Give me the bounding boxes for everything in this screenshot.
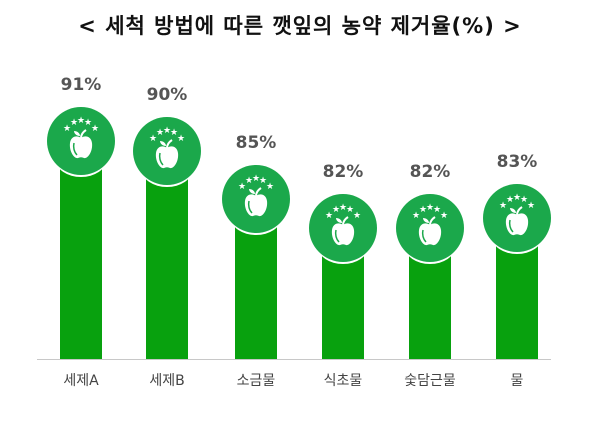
svg-text:★: ★	[177, 134, 185, 144]
svg-text:★: ★	[91, 124, 99, 134]
bar-5	[405, 230, 455, 359]
svg-text:★: ★	[259, 176, 267, 186]
apple-badge: ★ ★ ★ ★ ★	[309, 194, 377, 262]
svg-text:★: ★	[332, 205, 340, 215]
apple-badge: ★ ★ ★ ★ ★	[396, 194, 464, 262]
svg-text:★: ★	[506, 195, 514, 205]
apple-badge: ★ ★ ★ ★ ★	[47, 107, 115, 175]
svg-text:★: ★	[170, 128, 178, 138]
value-label: 90%	[146, 84, 188, 105]
svg-text:★: ★	[238, 182, 246, 192]
category-label: 물	[510, 373, 524, 389]
category-label: 소금물	[236, 373, 276, 389]
category-label: 숯담근물	[404, 373, 456, 389]
apple-stars-icon: ★★★★★	[499, 193, 535, 236]
category-label: 세제B	[149, 373, 185, 389]
apple-stars-icon: ★★★★★	[63, 116, 99, 159]
svg-text:★: ★	[252, 174, 260, 184]
svg-text:★: ★	[149, 134, 157, 144]
svg-text:★: ★	[156, 128, 164, 138]
apple-stars-icon: ★★★★★	[325, 203, 361, 246]
svg-text:★: ★	[63, 124, 71, 134]
svg-text:★: ★	[412, 211, 420, 221]
svg-text:★: ★	[527, 201, 535, 211]
apple-badge: ★ ★ ★ ★ ★	[483, 184, 551, 253]
category-label: 식초물	[323, 373, 363, 389]
category-label: 세제A	[63, 373, 99, 389]
svg-text:★: ★	[325, 211, 333, 221]
chart-title: < 세척 방법에 따른 깻잎의 농약 제거율(%) >	[78, 14, 522, 38]
apple-stars-icon: ★★★★★	[149, 126, 185, 168]
svg-text:★: ★	[346, 205, 354, 215]
svg-text:★: ★	[353, 211, 361, 221]
apple-badge: ★ ★ ★ ★ ★	[133, 116, 201, 185]
svg-text:★: ★	[84, 118, 92, 128]
bar-6	[492, 220, 542, 359]
svg-text:★: ★	[163, 126, 171, 136]
svg-text:★: ★	[433, 205, 441, 215]
svg-text:★: ★	[339, 203, 347, 213]
value-label: 82%	[322, 162, 364, 182]
value-label: 91%	[60, 75, 102, 95]
svg-text:★: ★	[419, 205, 427, 215]
apple-stars-icon: ★★★★★	[238, 174, 274, 217]
svg-text:★: ★	[266, 182, 274, 192]
svg-text:★: ★	[70, 118, 78, 128]
apple-stars-icon: ★★★★★	[412, 203, 448, 246]
svg-text:★: ★	[440, 211, 448, 221]
x-axis-line	[37, 359, 551, 360]
value-label: 83%	[496, 152, 538, 173]
bar-1	[56, 143, 106, 359]
svg-text:★: ★	[426, 203, 434, 213]
apple-badge: ★ ★ ★ ★ ★	[222, 165, 290, 233]
svg-text:★: ★	[77, 116, 85, 126]
value-label: 82%	[409, 162, 451, 182]
svg-text:★: ★	[245, 176, 253, 186]
value-label: 85%	[235, 133, 277, 153]
svg-text:★: ★	[499, 201, 507, 211]
bar-4	[318, 230, 368, 359]
svg-text:★: ★	[513, 193, 521, 203]
svg-text:★: ★	[520, 195, 528, 205]
bar-2	[142, 152, 192, 359]
bar-3	[231, 201, 281, 359]
